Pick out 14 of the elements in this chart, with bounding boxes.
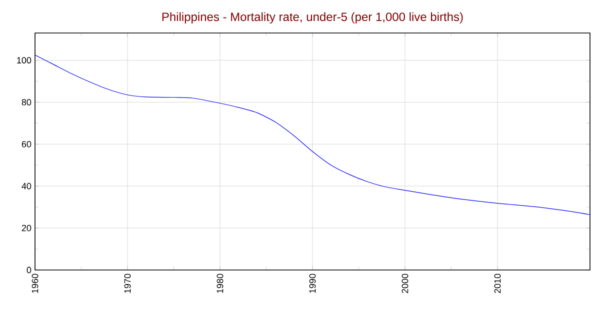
x-tick-label: 1960: [32, 274, 38, 293]
x-tick-label: 1980: [216, 274, 224, 293]
y-tick-label: 80: [22, 99, 32, 106]
x-tick-label: 1970: [124, 274, 131, 293]
y-tick-label: 100: [17, 57, 32, 64]
y-tick-label: 0: [26, 266, 32, 274]
y-tick-label: 60: [22, 140, 32, 148]
y-tick-label: 20: [22, 224, 32, 232]
x-tick-label: 2000: [402, 274, 408, 294]
x-tick-label: 2010: [494, 274, 501, 294]
y-tick-label: 40: [22, 182, 32, 190]
line-series: [35, 54, 590, 215]
chart-title: Philippines - Mortality rate, under-5 (per 1,000 live births): [162, 12, 463, 24]
x-tick-label: 1990: [309, 274, 316, 293]
